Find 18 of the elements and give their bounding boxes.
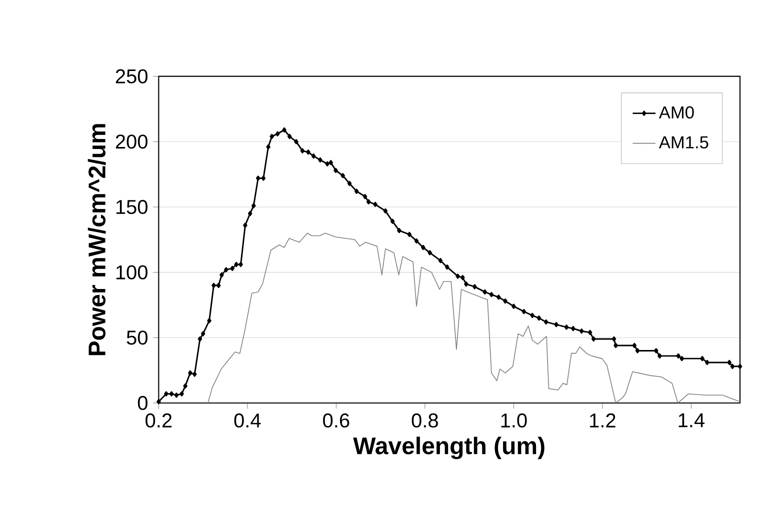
y-tick-label: 100: [116, 265, 148, 280]
line-series: [208, 232, 740, 403]
y-tick-label: 250: [116, 69, 148, 84]
y-tick-label: 150: [116, 200, 148, 214]
x-tick-label: 1.2: [590, 413, 616, 428]
x-axis-title: Wavelength (um): [353, 436, 544, 460]
y-tick-label: 0: [138, 396, 148, 410]
x-tick-label: 0.2: [146, 413, 172, 428]
y-tick-label: 50: [126, 330, 148, 345]
x-tick-label: 0.6: [323, 413, 350, 428]
y-tick-label: 200: [116, 134, 148, 149]
legend-label: AM1.5: [658, 136, 708, 148]
x-tick-label: 0.8: [412, 413, 438, 428]
x-tick-label: 1.0: [501, 413, 527, 428]
x-tick-label: 0.4: [234, 413, 261, 428]
legend-label: AM0: [658, 106, 694, 119]
x-tick-label: 1.4: [678, 413, 705, 428]
y-axis-title: Power mW/cm^2/um: [88, 124, 106, 356]
